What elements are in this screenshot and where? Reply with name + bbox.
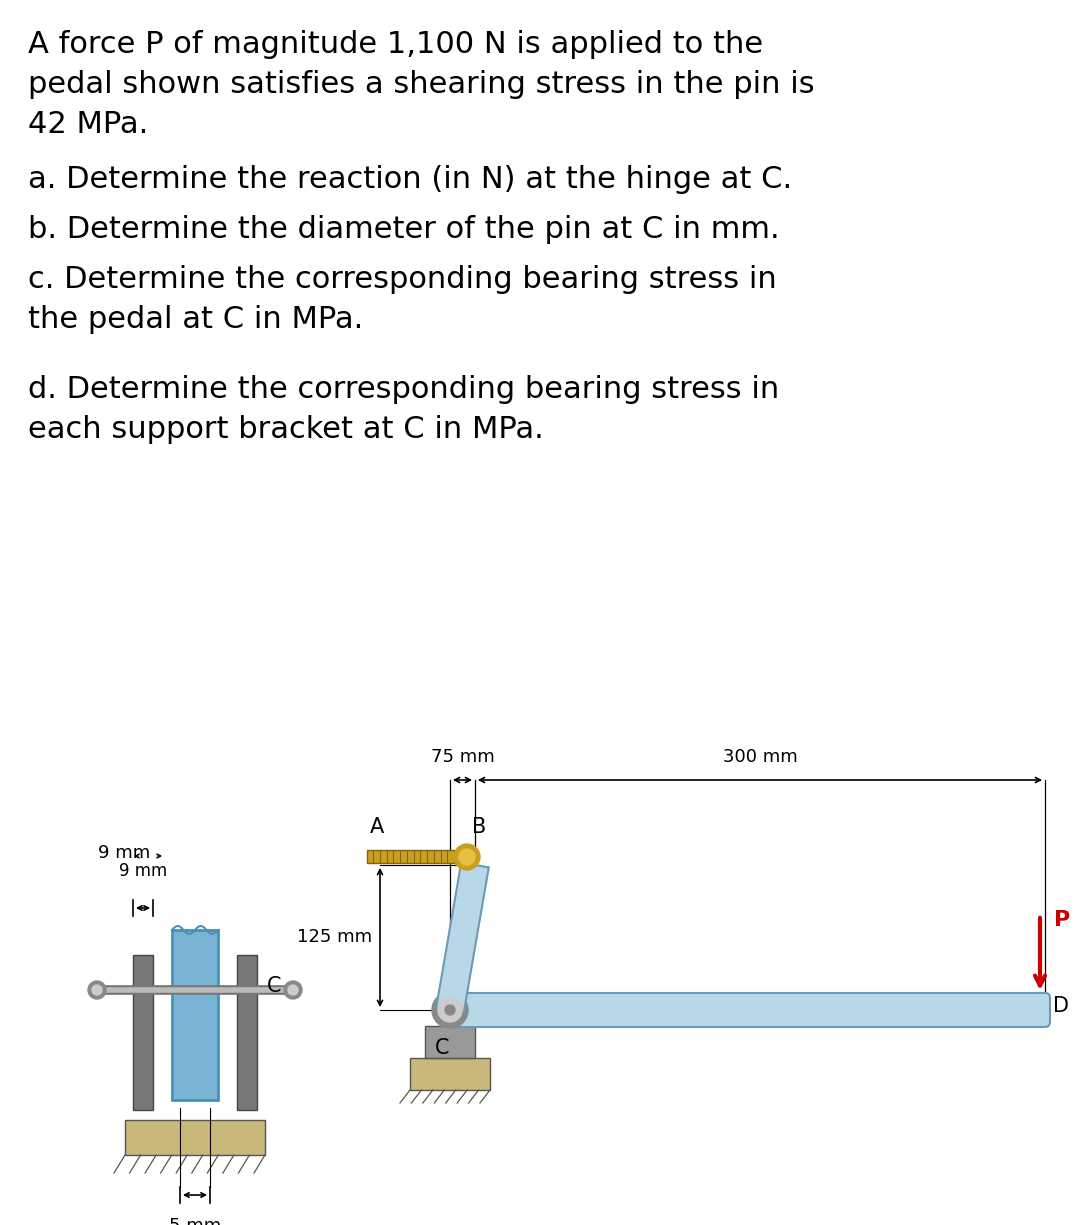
Text: 9 mm: 9 mm: [119, 862, 167, 880]
Bar: [367, 850, 467, 862]
Bar: [125, 1120, 265, 1155]
Bar: [172, 930, 218, 1100]
Bar: [133, 956, 153, 1110]
Circle shape: [284, 981, 302, 1000]
Circle shape: [454, 844, 480, 870]
Text: 75 mm: 75 mm: [431, 748, 495, 766]
Circle shape: [87, 981, 106, 1000]
Text: 9 mm: 9 mm: [98, 844, 150, 862]
Text: a. Determine the reaction (in N) at the hinge at C.: a. Determine the reaction (in N) at the …: [28, 165, 792, 194]
Circle shape: [92, 985, 102, 995]
Bar: [237, 956, 257, 1110]
Polygon shape: [436, 862, 489, 1012]
Text: C: C: [435, 1038, 449, 1058]
Text: 5 mm: 5 mm: [168, 1216, 221, 1225]
Circle shape: [459, 849, 475, 865]
Text: A: A: [369, 817, 384, 837]
Text: A force P of magnitude 1,100 N is applied to the: A force P of magnitude 1,100 N is applie…: [28, 29, 764, 59]
Circle shape: [438, 998, 462, 1022]
Text: P: P: [1054, 910, 1070, 930]
Text: d. Determine the corresponding bearing stress in: d. Determine the corresponding bearing s…: [28, 375, 780, 404]
Text: B: B: [472, 817, 486, 837]
FancyBboxPatch shape: [440, 993, 1050, 1027]
Text: pedal shown satisfies a shearing stress in the pin is: pedal shown satisfies a shearing stress …: [28, 70, 814, 99]
Text: C: C: [267, 976, 282, 996]
Bar: [410, 1058, 490, 1090]
Circle shape: [432, 992, 468, 1028]
Bar: [426, 1027, 475, 1058]
Text: D: D: [1053, 996, 1069, 1016]
Text: c. Determine the corresponding bearing stress in: c. Determine the corresponding bearing s…: [28, 265, 777, 294]
Text: b. Determine the diameter of the pin at C in mm.: b. Determine the diameter of the pin at …: [28, 216, 780, 244]
Text: each support bracket at C in MPa.: each support bracket at C in MPa.: [28, 415, 543, 443]
Circle shape: [288, 985, 298, 995]
Text: 125 mm: 125 mm: [297, 929, 372, 947]
Text: the pedal at C in MPa.: the pedal at C in MPa.: [28, 305, 363, 334]
Text: 42 MPa.: 42 MPa.: [28, 110, 148, 138]
Circle shape: [445, 1004, 455, 1016]
Text: 300 mm: 300 mm: [723, 748, 797, 766]
